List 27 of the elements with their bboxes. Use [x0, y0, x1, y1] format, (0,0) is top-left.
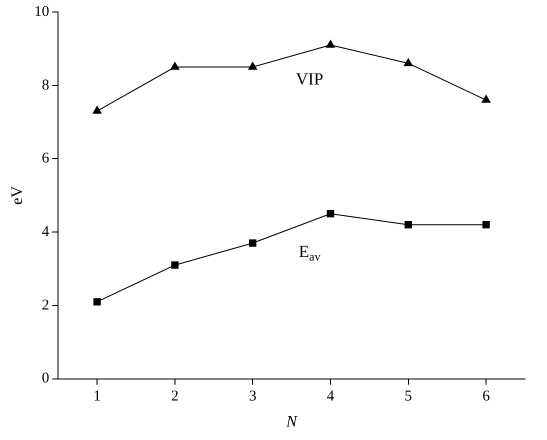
y-tick-label: 4	[42, 224, 50, 240]
series-label: VIP	[296, 69, 324, 88]
x-tick-label: 6	[482, 388, 490, 405]
y-tick-label: 0	[42, 370, 50, 387]
point	[248, 62, 258, 70]
y-tick-label: 2	[42, 297, 50, 314]
x-axis-title: N	[285, 414, 298, 431]
y-axis-title: eV	[8, 186, 26, 205]
point	[249, 239, 256, 247]
point	[326, 40, 335, 48]
point	[171, 261, 179, 269]
point	[404, 221, 412, 228]
point	[170, 62, 180, 70]
point	[482, 221, 490, 228]
point	[93, 298, 101, 306]
point	[92, 106, 102, 114]
x-tick-label: 3	[248, 388, 256, 405]
point	[326, 210, 334, 218]
x-tick-label: 2	[171, 388, 179, 405]
y-tick-label: 10	[34, 4, 50, 20]
x-tick-label: 5	[404, 388, 412, 405]
x-tick-label: 4	[326, 388, 335, 405]
y-tick-label: 8	[42, 77, 50, 94]
point	[482, 95, 490, 103]
y-tick-label: 6	[42, 150, 50, 167]
x-tick-label: 1	[93, 388, 101, 405]
point	[404, 58, 413, 66]
